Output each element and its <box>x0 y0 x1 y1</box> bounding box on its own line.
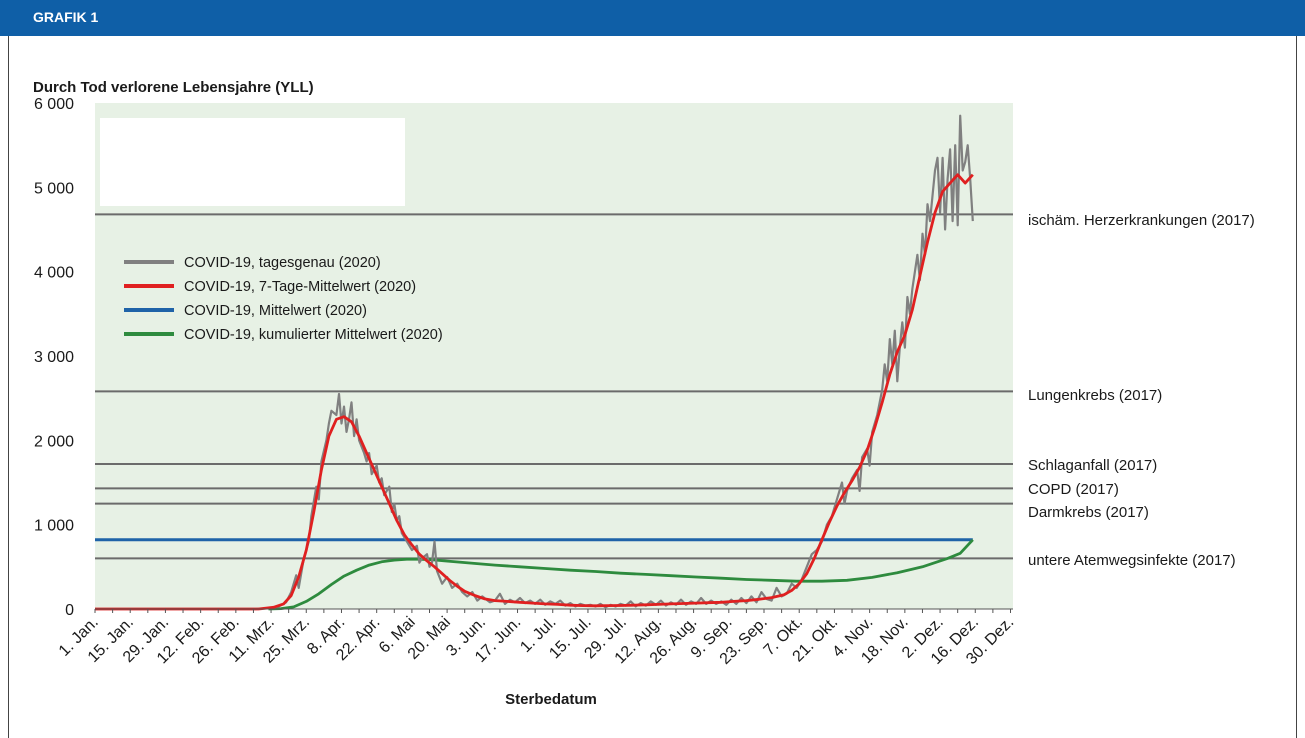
reference-lines: ischäm. Herzerkrankungen (2017) Lungenkre… <box>95 212 1255 569</box>
y-tick-label: 4 000 <box>34 265 74 282</box>
y-axis-title: Durch Tod verlorene Lebensjahre (YLL) <box>33 79 314 96</box>
y-tick-label: 2 000 <box>34 433 74 450</box>
legend-mean-label: COVID-19, Mittelwert (2020) <box>184 303 367 319</box>
plot-blank-box <box>100 118 405 206</box>
reference-line-label: Lungenkrebs (2017) <box>1028 387 1162 404</box>
y-tick-label: 0 <box>65 602 74 619</box>
reference-line-label: COPD (2017) <box>1028 481 1119 498</box>
y-tick-label: 6 000 <box>34 96 74 113</box>
legend-cumulative-mean-label: COVID-19, kumulierter Mittelwert (2020) <box>184 327 443 343</box>
reference-line-label: untere Atemwegsinfekte (2017) <box>1028 552 1236 569</box>
series-7day-avg-line <box>95 173 974 611</box>
frame-right-border <box>1296 36 1297 738</box>
y-ticks: 0 1 000 2 000 3 000 4 000 5 000 6 000 <box>34 96 74 619</box>
reference-line-label: Darmkrebs (2017) <box>1028 504 1149 521</box>
legend: COVID-19, tagesgenau (2020) COVID-19, 7-T… <box>124 255 443 343</box>
reference-line-label: ischäm. Herzerkrankungen (2017) <box>1028 212 1255 229</box>
reference-line-label: Schlaganfall (2017) <box>1028 457 1157 474</box>
y-tick-label: 5 000 <box>34 180 74 197</box>
legend-7day-avg-label: COVID-19, 7-Tage-Mittelwert (2020) <box>184 279 416 295</box>
header-bar: GRAFIK 1 <box>0 0 1305 36</box>
y-tick-label: 1 000 <box>34 518 74 535</box>
frame-left-border <box>8 36 9 738</box>
header-label: GRAFIK 1 <box>33 9 99 25</box>
series-layer <box>95 114 974 611</box>
legend-daily-label: COVID-19, tagesgenau (2020) <box>184 255 381 271</box>
x-ticks: 1. Jan.15. Jan.29. Jan.12. Feb.26. Feb.1… <box>56 609 1017 668</box>
series-cumulative-mean-line <box>268 538 974 611</box>
y-tick-label: 3 000 <box>34 349 74 366</box>
x-axis-title: Sterbedatum <box>505 691 597 708</box>
